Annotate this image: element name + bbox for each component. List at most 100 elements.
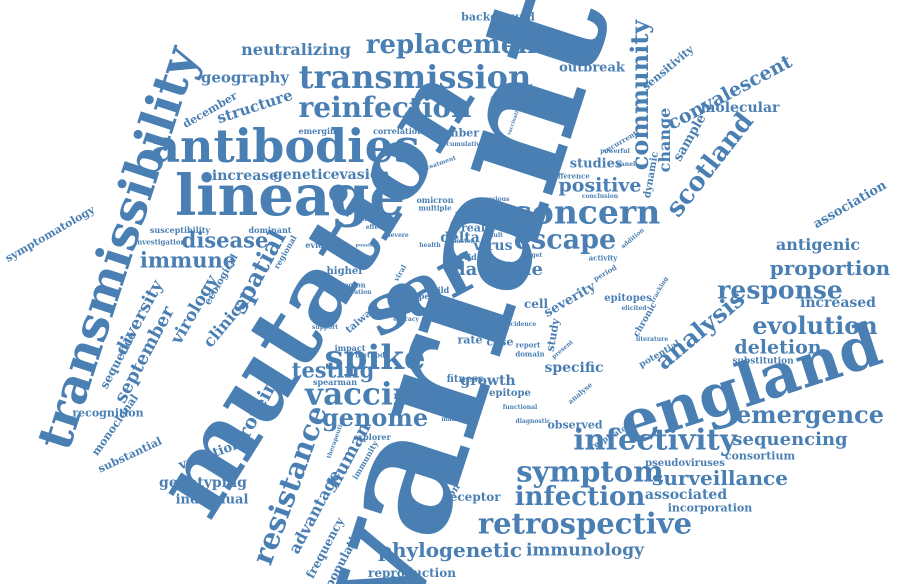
word-possible: possible (355, 242, 379, 249)
word-molecular: molecular (700, 100, 780, 116)
word-sequencing: sequencing (732, 429, 848, 450)
word-cumulative: cumulative (446, 141, 484, 148)
word-conclusion: conclusion (581, 193, 619, 200)
word-real: real (460, 221, 486, 235)
word-disease: disease (181, 227, 269, 253)
word-analyse: analyse (565, 380, 595, 406)
word-support: support (311, 324, 339, 331)
word-dominant: dominant (248, 225, 292, 235)
word-evolution: evolution (752, 311, 878, 340)
word-reinfection: reinfection (298, 91, 472, 124)
word-symptom: symptom (516, 454, 664, 489)
word-virus: virus (473, 238, 513, 254)
word-neutralizing: neutralizing (241, 40, 351, 59)
word-epitopes: epitopes (604, 293, 652, 304)
word-pressure: pressure (360, 216, 390, 223)
word-concern: concern (511, 192, 661, 232)
word-diagnostic: diagnostic (515, 418, 551, 425)
word-deletion: deletion (734, 336, 822, 359)
word-investigation: investigation (134, 237, 186, 247)
word-escape: escape (513, 224, 617, 256)
word-immune: immune (139, 247, 237, 273)
word-multiple: multiple (418, 203, 452, 213)
word-severe: severe (387, 232, 409, 239)
word-impact: impact (334, 343, 366, 353)
word-spike: spike (324, 338, 426, 378)
word-epitope: epitope (489, 388, 531, 399)
word-elicited: elicited (621, 305, 647, 312)
word-incidence: incidence (503, 321, 537, 328)
word-explorer: explorer (353, 432, 391, 442)
word-antibodies: antibodies (150, 119, 420, 173)
word-specific: specific (544, 360, 604, 376)
word-number: number (430, 126, 480, 140)
word-receptor: receptor (443, 490, 501, 504)
word-immunology: immunology (525, 540, 645, 561)
word-activity: activity (588, 253, 618, 263)
word-functional: functional (502, 404, 538, 411)
word-health: health (419, 242, 441, 249)
word-lineage: lineage (175, 163, 405, 229)
word-incorporation: incorporation (667, 501, 753, 515)
word-faster: faster (454, 238, 474, 245)
word-difference: difference (550, 171, 590, 181)
word-fitness: fitness (446, 374, 484, 385)
word-replacement: replacement (365, 30, 549, 60)
word-effective: effective (365, 224, 395, 231)
word-higher: higher (326, 266, 364, 277)
word-maximum: maximum (441, 416, 475, 423)
word-case: case (486, 335, 514, 349)
word-biology: biology (396, 451, 438, 462)
word-panel: panel (616, 161, 636, 168)
word-spearman: spearman (312, 377, 358, 387)
word-growth: growth (460, 373, 516, 389)
word-datatime: datatime (453, 259, 543, 280)
word-background: background (461, 10, 535, 24)
word-period: period (591, 262, 619, 284)
word-change: change (655, 107, 674, 173)
word-vaccine: vaccine (305, 376, 435, 413)
word-powerful: powerful (600, 148, 630, 155)
word-literature: literature (635, 336, 669, 343)
word-association: association (810, 177, 890, 233)
word-efficacy: efficacy (393, 316, 419, 323)
word-increased: increased (800, 295, 876, 311)
word-testing: testing (291, 357, 375, 383)
word-method: method (355, 350, 385, 360)
word-rate: rate (457, 333, 483, 347)
word-result: result (483, 232, 503, 239)
word-observed: observed (547, 418, 603, 432)
word-delta: delta (440, 230, 480, 246)
word-cell: cell (523, 297, 549, 311)
word-recognition: recognition (72, 406, 144, 420)
word-susceptibility: susceptibility (149, 225, 211, 235)
word-pseudoviruses: pseudoviruses (645, 458, 725, 469)
word-surveillance: surveillance (652, 466, 788, 490)
word-genotyping: genotyping (159, 475, 247, 491)
word-tracking: tracking (649, 275, 670, 304)
word-infectivity: infectivity (573, 422, 737, 457)
word-genetic: genetic (272, 167, 332, 183)
word-emergence: emergence (736, 400, 884, 429)
word-community: community (625, 19, 654, 171)
word-domain: domain (515, 349, 545, 359)
word-phylogenetic: phylogenetic (377, 538, 523, 562)
word-individual: individual (175, 492, 249, 508)
word-wild: wild (430, 285, 450, 295)
word-region: region (340, 280, 366, 290)
word-transmission: transmission (298, 58, 532, 96)
word-type: type (410, 291, 430, 301)
word-report: report (515, 340, 541, 350)
word-geography: geography (200, 68, 290, 87)
word-target: target (521, 252, 543, 259)
word-evidence: evidence (305, 240, 345, 250)
word-evasion: evasion (330, 167, 390, 183)
word-emerging: emerging (298, 126, 342, 136)
word-proportion: proportion (769, 256, 891, 280)
word-covid: covid (453, 252, 477, 262)
word-studies: studies (569, 156, 623, 172)
word-consortium: consortium (724, 449, 796, 463)
word-increase: increase (211, 168, 279, 184)
word-associated: associated (644, 487, 728, 503)
